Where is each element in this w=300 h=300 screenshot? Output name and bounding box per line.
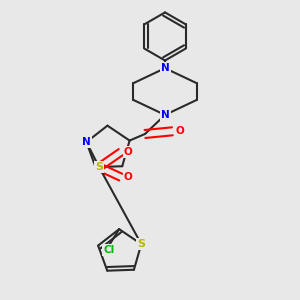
Text: N: N [161, 110, 170, 120]
Text: N: N [82, 137, 91, 147]
Text: Cl: Cl [103, 245, 115, 255]
Text: S: S [137, 239, 145, 249]
Text: O: O [124, 172, 133, 182]
Text: N: N [161, 63, 170, 73]
Text: O: O [124, 147, 133, 157]
Text: S: S [95, 162, 103, 172]
Text: O: O [175, 126, 184, 136]
